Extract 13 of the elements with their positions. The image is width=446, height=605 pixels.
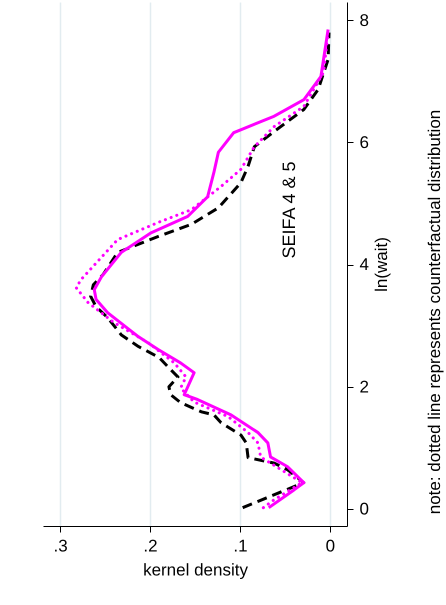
y-axis-title: ln(wait) [372, 237, 391, 292]
text: note: dotted line represents counterfactual distribution [425, 110, 444, 514]
x-axis-title: kernel density [143, 560, 248, 580]
y-tick-label: 6 [360, 132, 369, 152]
y-tick-label: 8 [360, 10, 369, 30]
x-tick-label: .3 [53, 536, 68, 556]
y-tick-label: 0 [360, 499, 369, 518]
x-tick-label: .1 [233, 536, 248, 556]
y-tick-label: 4 [360, 255, 369, 274]
x-tick-label: .2 [143, 536, 158, 556]
y-tick-label: 2 [360, 377, 369, 396]
text: SEIFA 4 & 5 [279, 161, 299, 259]
x-tick-label: 0 [326, 536, 336, 556]
